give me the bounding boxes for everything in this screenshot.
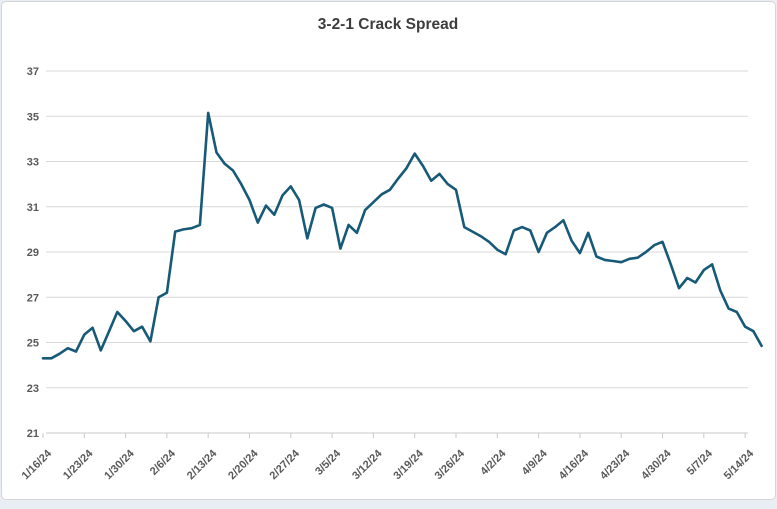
y-axis-label-21: 21: [27, 428, 39, 440]
x-axis-label-2/13/24: 2/13/24: [185, 447, 220, 482]
x-axis-label-1/30/24: 1/30/24: [102, 447, 137, 482]
x-axis-label-5/7/24: 5/7/24: [685, 447, 716, 478]
x-axis-label-5/14/24: 5/14/24: [722, 447, 757, 482]
chart-title: 3-2-1 Crack Spread: [318, 16, 458, 33]
x-axis-label-3/12/24: 3/12/24: [350, 447, 385, 482]
y-axis-label-29: 29: [27, 247, 39, 259]
crack-spread-line: [41, 111, 763, 360]
y-axis-label-31: 31: [27, 202, 39, 214]
crack-spread-chart: 3-2-1 Crack Spread 21 23 25 27 29 31 33 35 37 1/…: [20, 16, 763, 482]
x-axis-label-1/16/24: 1/16/24: [20, 447, 55, 482]
y-axis-label-23: 23: [27, 383, 39, 395]
x-axis-label-4/30/24: 4/30/24: [639, 447, 674, 482]
y-axis-labels: 21 23 25 27 29 31 33 35 37: [27, 66, 39, 440]
x-axis-label-3/5/24: 3/5/24: [313, 447, 344, 478]
x-axis-label-2/6/24: 2/6/24: [148, 447, 179, 478]
x-axis-label-4/16/24: 4/16/24: [557, 447, 592, 482]
crack-spread-chart-card: 3-2-1 Crack Spread 21 23 25 27 29 31 33 35 37 1/…: [1, 1, 776, 500]
x-axis-label-3/26/24: 3/26/24: [433, 447, 468, 482]
x-axis-label-2/20/24: 2/20/24: [226, 447, 261, 482]
x-axis-label-4/9/24: 4/9/24: [520, 447, 551, 478]
x-axis: 1/16/24 1/23/24 1/30/24 2/6/24 2/13/24 2/20/2…: [20, 432, 757, 482]
x-axis-label-1/23/24: 1/23/24: [61, 447, 96, 482]
x-axis-label-4/2/24: 4/2/24: [478, 447, 509, 478]
y-axis-label-27: 27: [27, 292, 39, 304]
y-axis-label-25: 25: [27, 338, 39, 350]
y-axis-label-37: 37: [27, 66, 39, 78]
x-axis-label-4/23/24: 4/23/24: [598, 447, 633, 482]
x-axis-label-3/19/24: 3/19/24: [391, 447, 426, 482]
gridlines: [46, 70, 748, 434]
x-axis-label-2/27/24: 2/27/24: [267, 447, 302, 482]
y-axis-label-33: 33: [27, 157, 39, 169]
y-axis-label-35: 35: [27, 111, 39, 123]
